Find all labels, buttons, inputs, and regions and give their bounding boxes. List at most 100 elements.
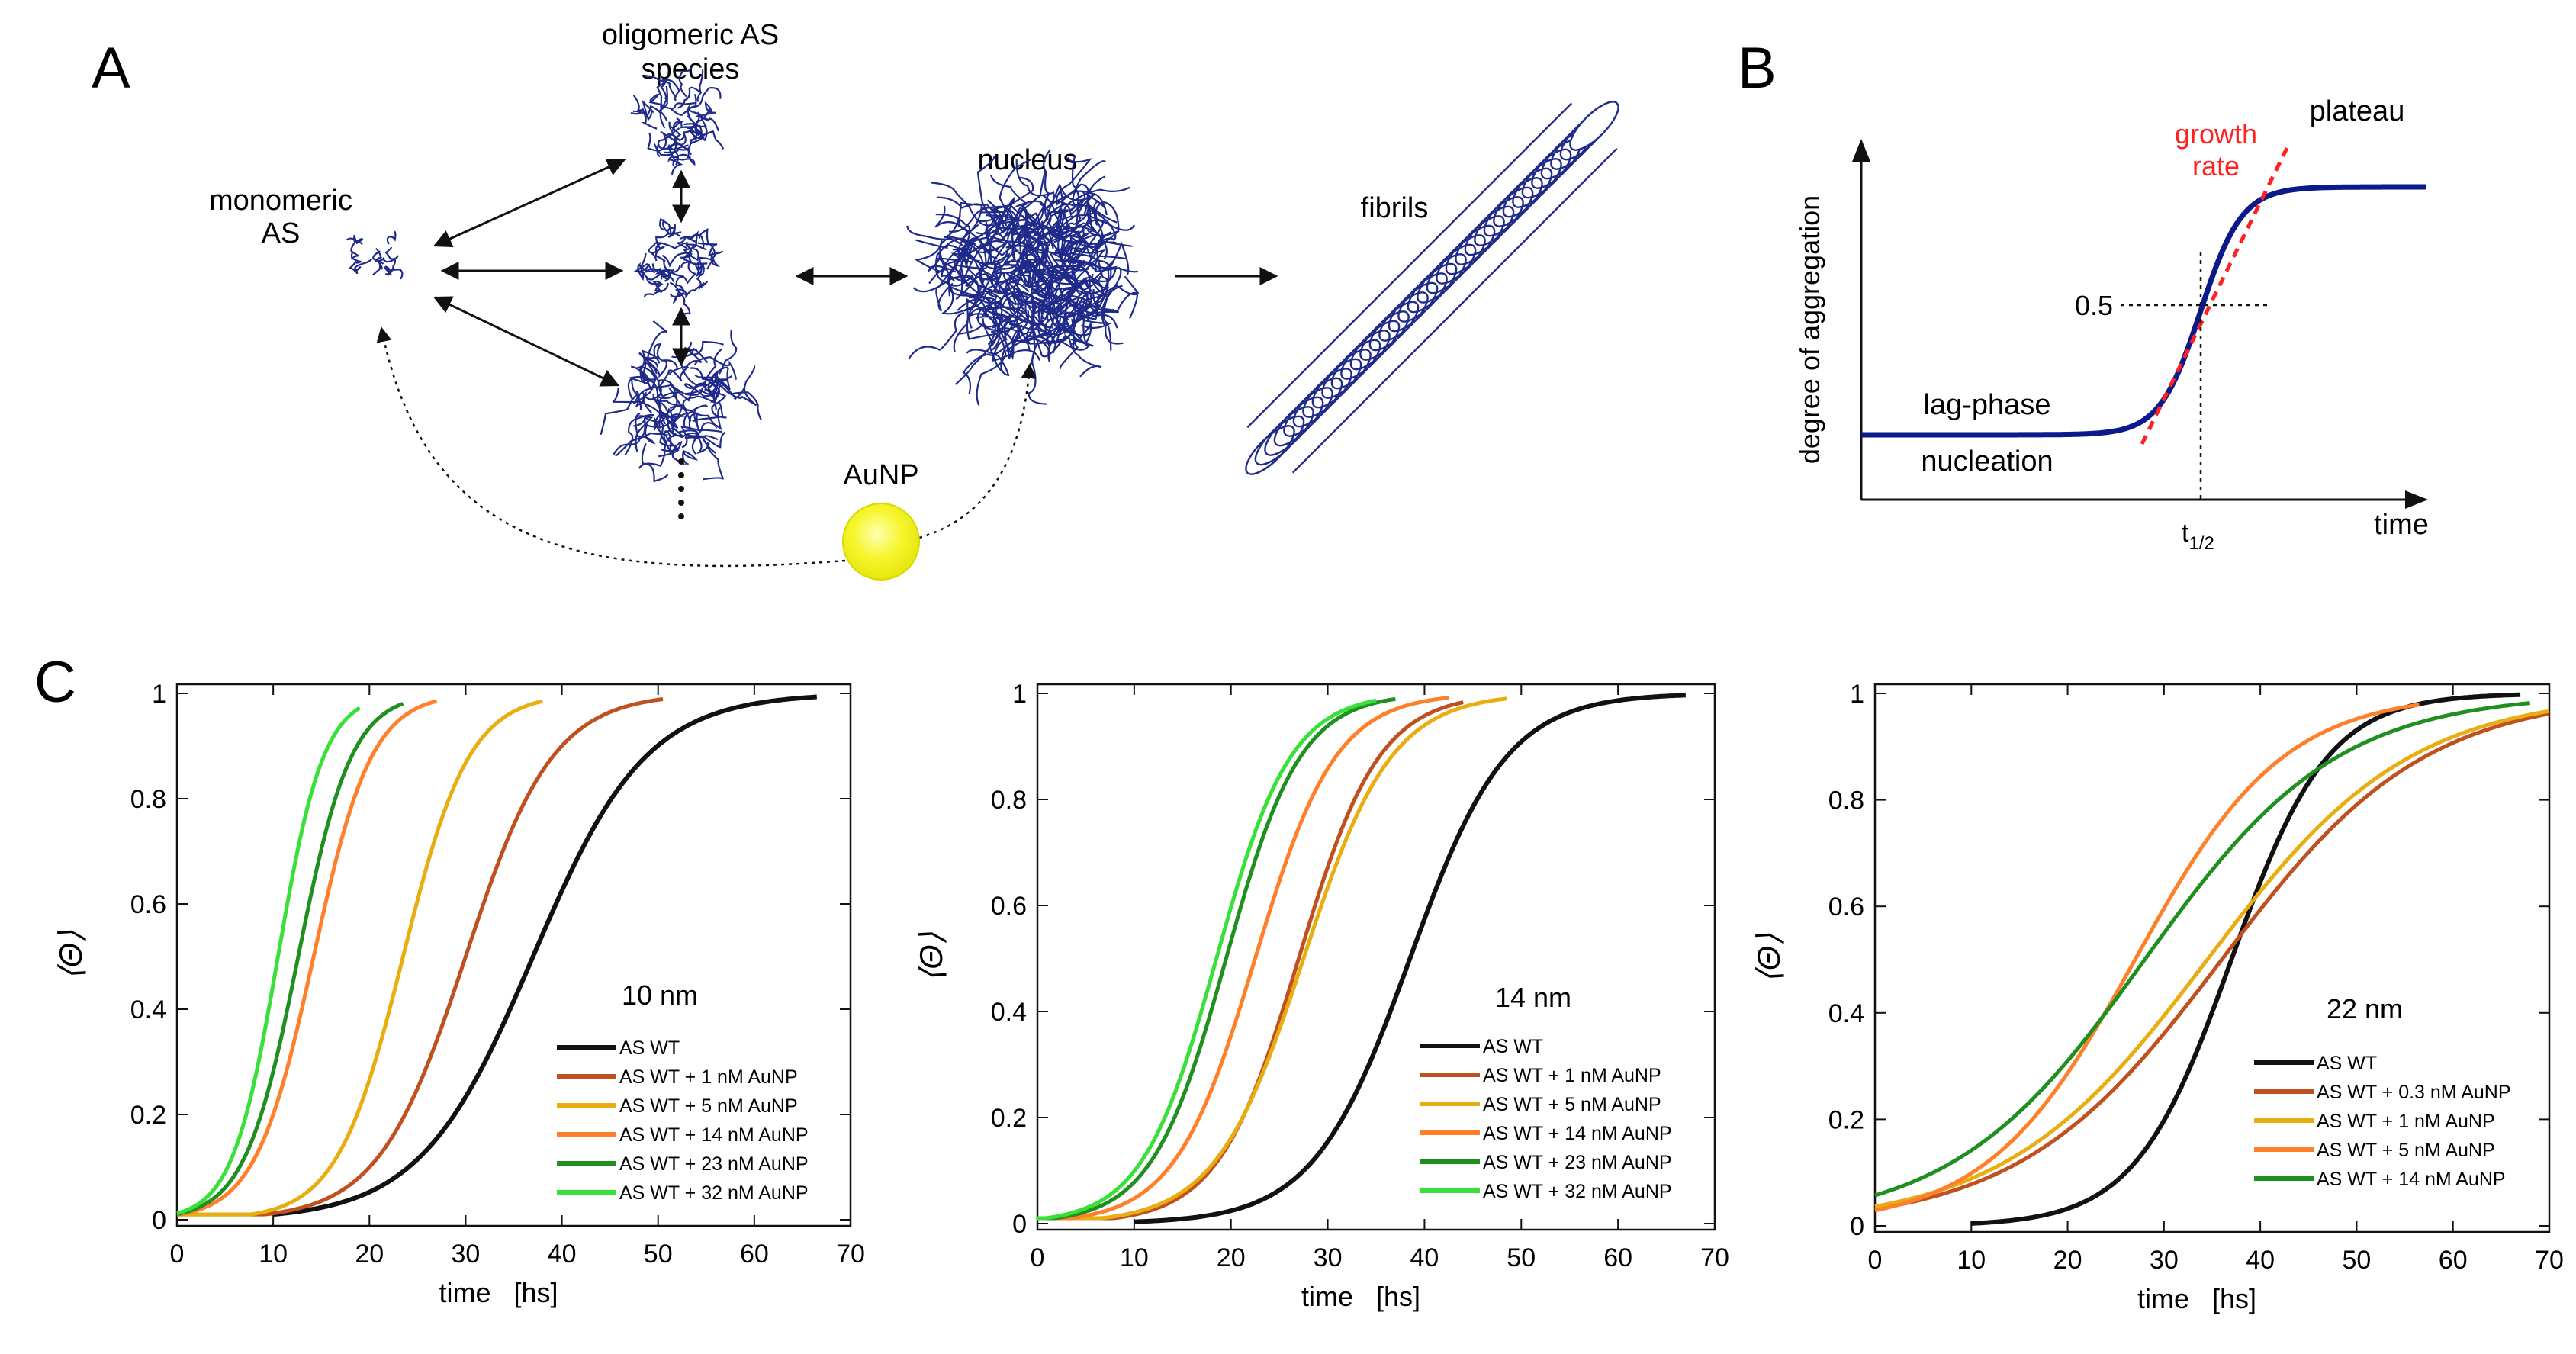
y-tick-label: 0.6 — [130, 890, 166, 919]
x-axis-unit: [hs] — [2212, 1283, 2256, 1314]
y-tick-label: 0 — [1850, 1212, 1864, 1241]
y-tick-label: 0 — [152, 1206, 166, 1235]
label-monomeric-line2: AS — [262, 217, 301, 249]
legend-entry: AS WT + 23 nM AuNP — [1483, 1152, 1672, 1173]
b-nucleation-label: nucleation — [1921, 445, 2053, 478]
legend-entry: AS WT + 1 nM AuNP — [1483, 1065, 1661, 1086]
x-tick-label: 20 — [1217, 1243, 1246, 1272]
y-tick-label: 0.8 — [991, 786, 1027, 815]
size-annotation: 10 nm — [622, 979, 698, 1011]
legend-entry: AS WT + 0.3 nM AuNP — [2317, 1082, 2511, 1103]
series-line — [176, 706, 362, 1216]
oligomer-medium-icon — [633, 217, 724, 319]
x-tick-label: 10 — [259, 1240, 288, 1269]
series-line — [177, 699, 438, 1217]
y-tick-label: 0.4 — [991, 998, 1027, 1027]
panel-c-letter: C — [34, 650, 76, 715]
x-tick-label: 30 — [1314, 1243, 1343, 1272]
ellipsis-dots — [678, 458, 684, 519]
b-growth-label-line1: growth — [2175, 118, 2257, 150]
panel-b: B degree of aggregation time 0.5 growth … — [1738, 36, 2429, 554]
b-growth-label-line2: rate — [2192, 150, 2240, 182]
legend-entry: AS WT + 5 nM AuNP — [2317, 1140, 2495, 1161]
label-fibrils: fibrils — [1361, 192, 1429, 224]
series-line — [1874, 703, 2420, 1213]
y-tick-label: 1 — [1012, 680, 1027, 709]
x-axis-unit: [hs] — [514, 1277, 558, 1308]
legend-entry: AS WT + 5 nM AuNP — [1483, 1094, 1661, 1115]
x-tick-label: 70 — [2535, 1246, 2564, 1275]
x-axis-label: time — [1301, 1281, 1353, 1312]
series-line — [1037, 696, 1507, 1221]
b-lag-label: lag-phase — [1924, 389, 2051, 421]
y-tick-label: 0.6 — [1828, 892, 1864, 921]
legend-entry: AS WT — [2317, 1053, 2377, 1074]
series-line — [272, 694, 817, 1217]
plot-frame — [1873, 683, 2551, 1233]
x-tick-label: 60 — [2439, 1246, 2468, 1275]
y-tick-label: 0.2 — [991, 1104, 1027, 1133]
nucleus-protein-icon — [906, 149, 1139, 406]
x-tick-label: 40 — [2246, 1246, 2275, 1275]
b-sigmoid-curve — [1861, 184, 2426, 438]
series-line — [1971, 692, 2521, 1226]
x-tick-label: 50 — [2343, 1246, 2372, 1275]
y-tick-label: 0.4 — [1828, 999, 1864, 1028]
y-tick-label: 0.4 — [130, 995, 166, 1024]
legend-entry: AS WT + 23 nM AuNP — [619, 1153, 809, 1175]
x-tick-label: 0 — [1031, 1243, 1045, 1272]
y-tick-label: 0.2 — [130, 1101, 166, 1130]
x-tick-label: 70 — [1700, 1243, 1729, 1272]
aunp-particle-icon — [842, 503, 920, 581]
series-line — [1037, 696, 1449, 1221]
legend-entry: AS WT + 1 nM AuNP — [619, 1066, 798, 1088]
y-tick-label: 0.6 — [991, 892, 1027, 921]
size-annotation: 22 nm — [2327, 993, 2403, 1024]
x-tick-label: 0 — [1868, 1246, 1883, 1275]
x-axis-unit: [hs] — [1376, 1281, 1420, 1312]
fibril-cylinder-icon — [1245, 101, 1619, 475]
x-tick-label: 60 — [740, 1240, 769, 1269]
x-tick-label: 20 — [355, 1240, 384, 1269]
x-tick-label: 20 — [2053, 1246, 2082, 1275]
b-xlabel: time — [2374, 509, 2429, 541]
y-tick-label: 0.8 — [1828, 786, 1864, 815]
x-tick-label: 30 — [2150, 1246, 2179, 1275]
series-line — [177, 699, 543, 1217]
x-tick-label: 70 — [836, 1240, 865, 1269]
y-tick-label: 0.8 — [130, 785, 166, 814]
legend-entry: AS WT + 32 nM AuNP — [619, 1182, 809, 1204]
legend-entry: AS WT + 14 nM AuNP — [619, 1124, 809, 1146]
b-ylabel: degree of aggregation — [1794, 195, 1825, 464]
panel-a: A oligomeric AS species monomeric AS nuc… — [92, 19, 1619, 581]
aunp-to-nucleus-arrow — [918, 363, 1037, 539]
series-line — [1037, 698, 1377, 1221]
x-tick-label: 50 — [644, 1240, 673, 1269]
x-tick-label: 60 — [1603, 1243, 1632, 1272]
panel-b-letter: B — [1738, 36, 1777, 101]
arrow-mono-olig1 — [433, 158, 626, 248]
arrow-mono-olig3 — [433, 296, 620, 387]
x-tick-label: 40 — [548, 1240, 577, 1269]
series-line — [1874, 709, 2550, 1209]
label-oligomeric-line1: oligomeric AS — [602, 19, 779, 51]
y-axis-label: ⟨Θ⟩ — [1751, 933, 1786, 983]
b-growth-rate-line — [2140, 143, 2291, 445]
legend-entry: AS WT + 5 nM AuNP — [619, 1095, 798, 1117]
legend-entry: AS WT + 14 nM AuNP — [2317, 1169, 2506, 1190]
y-tick-label: 1 — [1850, 680, 1864, 709]
x-tick-label: 10 — [1120, 1243, 1149, 1272]
oligomer-small-icon — [630, 67, 725, 175]
legend-entry: AS WT — [619, 1037, 680, 1059]
series-line — [176, 702, 404, 1217]
plot-frame — [175, 683, 852, 1227]
series-line — [1874, 701, 2530, 1198]
monomer-protein-icon — [346, 230, 404, 280]
y-axis-label: ⟨Θ⟩ — [53, 930, 88, 979]
series-line — [177, 697, 664, 1217]
b-plateau-label: plateau — [2310, 95, 2405, 127]
y-tick-label: 1 — [152, 680, 166, 709]
legend-entry: AS WT + 14 nM AuNP — [1483, 1123, 1672, 1144]
